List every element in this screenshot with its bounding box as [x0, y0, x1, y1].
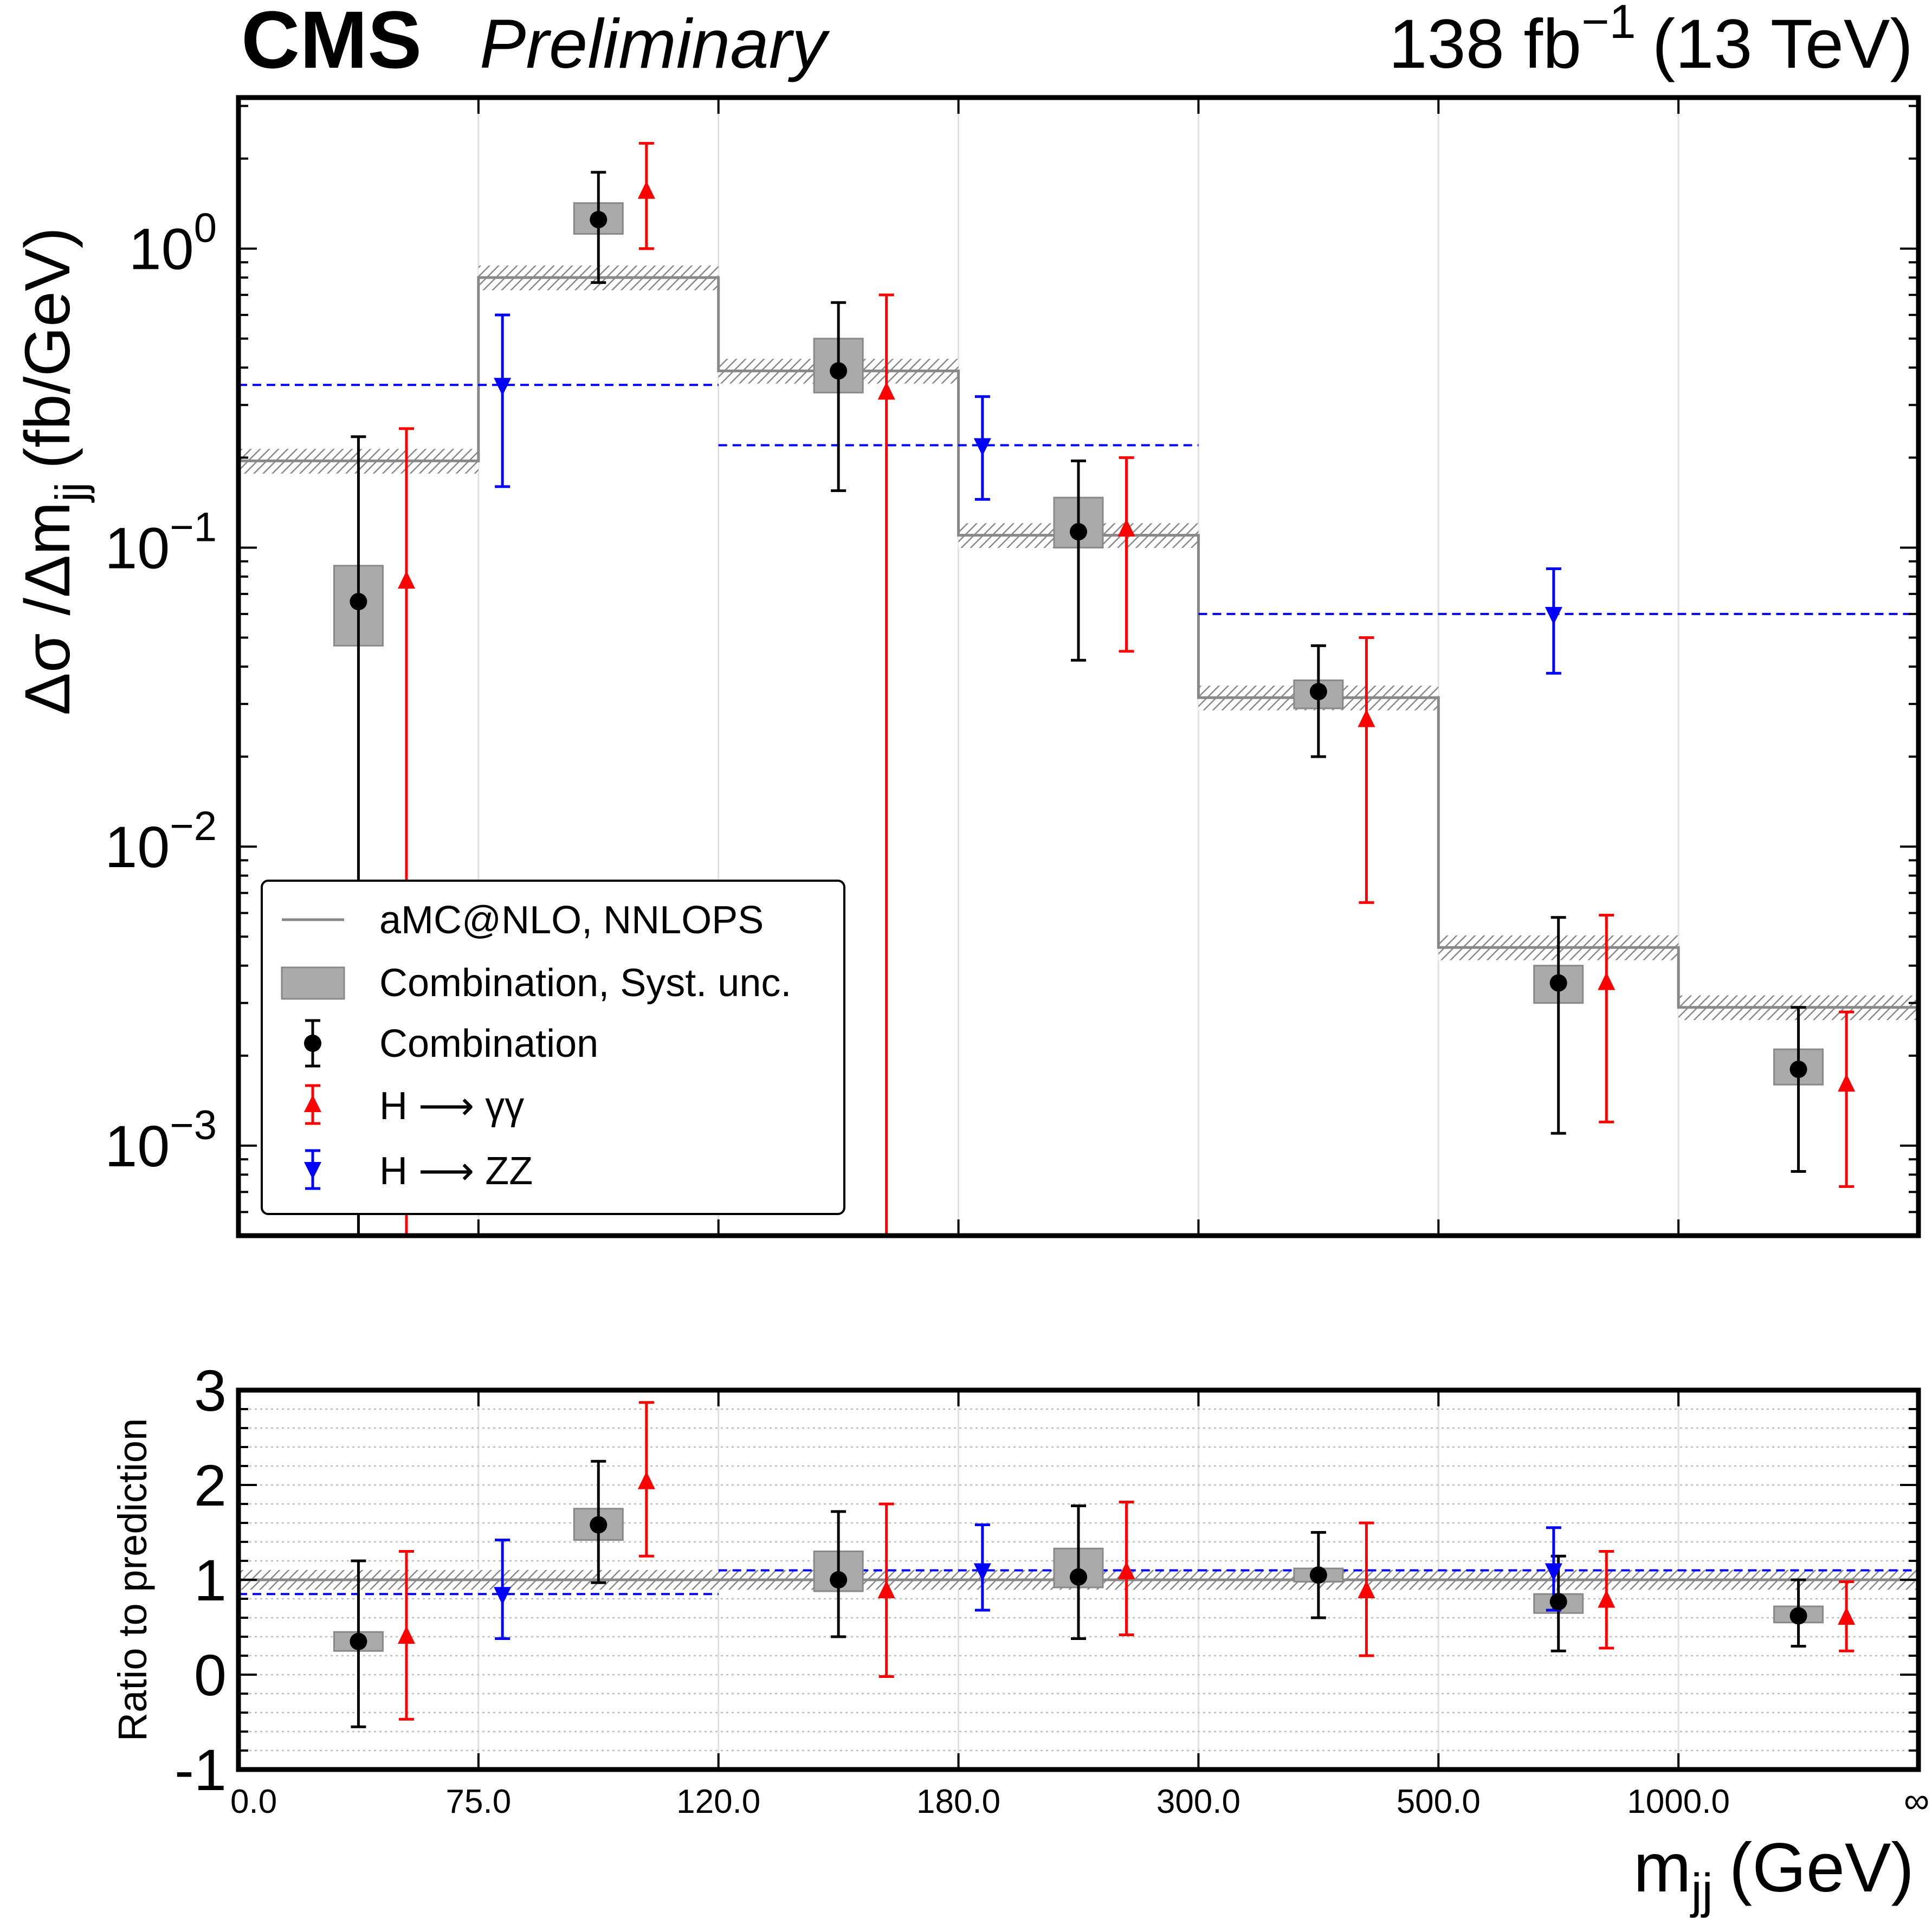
ratio-y-tick-labels: -1 0 1 2 3 — [175, 1358, 227, 1803]
legend-combination-marker — [304, 1019, 321, 1068]
main-y-axis-label-sub: jj — [47, 482, 95, 503]
main-y-axis-label-text: Δσ /Δm — [12, 502, 83, 715]
main-y-tick-exp-2: −2 — [170, 803, 217, 849]
hgg-point-1 — [637, 180, 655, 199]
x-tick-label-5: 500.0 — [1397, 1783, 1481, 1820]
ratio-hgg-point-4 — [1358, 1580, 1375, 1598]
x-tick-label-3: 180.0 — [916, 1783, 1000, 1820]
ratio-y-tick-label-1: 0 — [194, 1642, 227, 1708]
x-axis-label-sub: jj — [1690, 1864, 1713, 1918]
hgg-point-3 — [1117, 518, 1135, 537]
ratio-y-axis-label: Ratio to prediction — [110, 1418, 155, 1741]
hzz-point-2 — [1545, 606, 1562, 625]
energy-label: (13 TeV) — [1652, 5, 1913, 83]
x-tick-label-6: 1000.0 — [1627, 1783, 1730, 1820]
ratio-hzz-point-1 — [973, 1563, 991, 1581]
ratio-combination-point-2 — [830, 1571, 848, 1588]
legend-hgg-marker — [304, 1084, 321, 1125]
legend-box — [261, 880, 845, 1215]
ratio-combination-point-3 — [1070, 1568, 1087, 1586]
hgg-point-0 — [398, 571, 415, 589]
ratio-hgg-point-6 — [1838, 1607, 1856, 1625]
legend: aMC@NLO, NNLOPS Combination, Syst. unc. … — [261, 880, 845, 1215]
legend-label-combination: Combination — [379, 1022, 598, 1065]
ratio-combination-point-0 — [350, 1632, 367, 1650]
ratio-combination-point-5 — [1549, 1593, 1567, 1611]
main-y-tick-base-0: 10 — [129, 216, 194, 282]
ratio-hzz-point-2 — [1545, 1563, 1562, 1581]
ratio-combination-point-1 — [590, 1516, 608, 1534]
combination-point-1 — [590, 211, 608, 229]
hzz-point-1 — [973, 438, 991, 456]
cms-label: CMS — [241, 0, 422, 85]
x-axis-label-unit: (GeV) — [1729, 1829, 1914, 1907]
ratio-hzz-point-0 — [494, 1587, 512, 1605]
main-y-axis-label-unit: (fb/GeV) — [12, 227, 83, 469]
main-y-tick-exp-1: −1 — [170, 504, 217, 550]
status-label: Preliminary — [480, 5, 830, 83]
main-y-tick-label-3: 10−3 — [105, 1102, 217, 1179]
ratio-hgg-point-0 — [398, 1626, 415, 1644]
combination-point-5 — [1549, 974, 1567, 992]
ratio-y-tick-label-0: -1 — [175, 1737, 227, 1803]
main-y-tick-label-0: 100 — [129, 205, 217, 282]
ratio-hgg-point-3 — [1117, 1561, 1135, 1579]
main-y-tick-base-1: 10 — [105, 515, 170, 580]
main-markers — [350, 180, 1856, 1092]
lumi-value: 138 fb — [1388, 5, 1581, 83]
lumi-exponent: −1 — [1581, 0, 1636, 48]
main-y-axis-label: Δσ /Δmjj (fb/GeV) — [12, 227, 95, 715]
ratio-markers — [350, 1471, 1856, 1650]
combination-point-2 — [830, 362, 848, 380]
combination-point-6 — [1789, 1061, 1807, 1079]
legend-syst-swatch — [281, 966, 345, 1000]
ratio-frame — [236, 1387, 1921, 1772]
main-y-tick-exp-3: −3 — [170, 1102, 217, 1148]
hzz-point-0 — [494, 378, 512, 396]
legend-hzz-marker — [304, 1149, 321, 1190]
x-tick-label-0: 0.0 — [230, 1783, 277, 1820]
main-y-tick-base-2: 10 — [105, 814, 170, 880]
main-y-tick-label-1: 10−1 — [105, 504, 217, 580]
lumi-label: 138 fb−1 (13 TeV) — [1388, 0, 1913, 83]
hgg-point-2 — [877, 382, 895, 400]
ratio-combination-point-4 — [1309, 1566, 1327, 1584]
main-frame — [236, 95, 1921, 1238]
main-y-tick-exp-0: 0 — [194, 205, 217, 251]
x-tick-label-2: 120.0 — [676, 1783, 760, 1820]
x-tick-labels: 0.0 75.0 120.0 180.0 300.0 500.0 1000.0 ∞ — [230, 1780, 1929, 1820]
hgg-point-6 — [1838, 1074, 1856, 1092]
combination-point-4 — [1309, 683, 1327, 701]
ratio-hgg-point-2 — [877, 1580, 895, 1598]
x-axis-label: mjj (GeV) — [1633, 1829, 1914, 1918]
legend-label-hzz: H ⟶ ZZ — [379, 1149, 533, 1193]
ratio-y-tick-label-4: 3 — [194, 1358, 227, 1423]
ratio-y-tick-label-2: 1 — [194, 1547, 227, 1613]
legend-label-syst: Combination, Syst. unc. — [379, 961, 791, 1005]
ratio-hgg-point-5 — [1598, 1590, 1616, 1608]
x-tick-label-7: ∞ — [1904, 1780, 1929, 1820]
combination-point-0 — [350, 593, 367, 611]
legend-label-prediction: aMC@NLO, NNLOPS — [379, 899, 764, 942]
ratio-combination-point-6 — [1789, 1607, 1807, 1625]
ratio-hgg-point-1 — [637, 1471, 655, 1489]
x-tick-label-4: 300.0 — [1156, 1783, 1240, 1820]
hgg-point-5 — [1598, 972, 1616, 990]
combination-point-3 — [1070, 523, 1087, 541]
x-axis-label-m: m — [1633, 1829, 1691, 1907]
hgg-point-4 — [1358, 709, 1375, 727]
main-y-tick-label-2: 10−2 — [105, 803, 217, 880]
x-tick-label-1: 75.0 — [446, 1783, 512, 1820]
main-y-tick-base-3: 10 — [105, 1113, 170, 1179]
legend-label-hgg: H ⟶ γγ — [379, 1084, 524, 1128]
ratio-y-tick-label-3: 2 — [194, 1452, 227, 1518]
